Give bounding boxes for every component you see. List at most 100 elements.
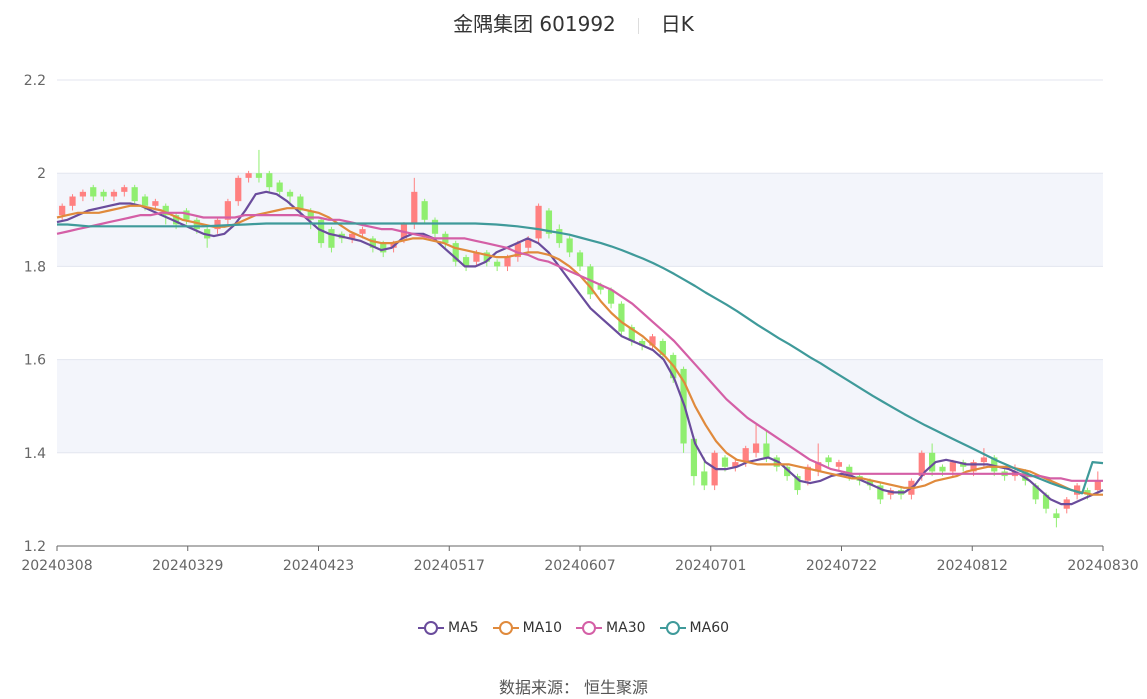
x-tick-label: 20240701 <box>675 558 746 574</box>
candle-body <box>110 191 118 197</box>
candle-body <box>494 261 501 267</box>
legend-item-ma30[interactable]: MA30 <box>576 620 646 636</box>
candle-body <box>545 210 553 234</box>
candle-body <box>411 191 418 225</box>
candle-body <box>732 462 739 467</box>
candle-body <box>566 238 573 253</box>
candle-body <box>918 452 925 477</box>
candle-body <box>504 257 511 267</box>
candle-body <box>380 243 387 253</box>
y-tick-label: 1.2 <box>24 539 46 555</box>
candle-body <box>514 243 521 258</box>
candle-body <box>535 205 542 239</box>
candle-body <box>846 466 853 477</box>
x-tick-label: 20240308 <box>21 558 92 574</box>
candle-body <box>473 252 480 262</box>
legend-item-ma10[interactable]: MA10 <box>492 620 563 636</box>
candle-body <box>431 219 439 234</box>
candle-body <box>763 443 770 458</box>
chart-legend: MA5 MA10 MA30 MA60 <box>0 620 1147 636</box>
legend-item-ma60[interactable]: MA60 <box>659 620 730 636</box>
candle-body <box>929 452 936 472</box>
grid-band <box>57 359 1103 453</box>
data-source: 数据来源： 恒生聚源 <box>498 678 649 697</box>
candle-body <box>297 196 304 211</box>
candle-body <box>90 187 97 197</box>
x-tick-label: 20240423 <box>283 558 354 574</box>
candle-body <box>121 187 128 192</box>
candle-body <box>721 457 729 467</box>
legend-label-ma60: MA60 <box>689 620 730 636</box>
candle-body <box>970 462 977 472</box>
candle-body <box>224 201 231 220</box>
candle-body <box>815 462 822 472</box>
ma-line-ma60 <box>57 222 1104 495</box>
y-tick-label: 1.6 <box>24 353 46 369</box>
candle-body <box>421 201 428 220</box>
candle-body <box>255 173 263 178</box>
candle-body <box>79 191 86 197</box>
candle-body <box>607 289 615 304</box>
candle-body <box>307 210 314 220</box>
legend-marker-ma30 <box>576 621 603 635</box>
candle-body <box>659 340 666 355</box>
x-tick-label: 20240329 <box>152 558 223 574</box>
candle-body <box>939 466 946 472</box>
candle-body <box>1042 494 1050 509</box>
candle-body <box>69 196 76 206</box>
legend-label-ma5: MA5 <box>447 620 479 636</box>
candle-body <box>1074 485 1081 495</box>
x-tick-label: 20240517 <box>414 558 485 574</box>
candle-body <box>183 210 190 220</box>
candle-body <box>214 219 221 230</box>
candle-body <box>328 229 335 248</box>
candle-body <box>1094 480 1101 491</box>
x-tick-label: 20240607 <box>544 558 615 574</box>
candle-body <box>1084 490 1091 495</box>
candle-body <box>784 466 791 477</box>
period-label: 日K <box>660 12 694 36</box>
legend-marker-ma60 <box>659 621 686 635</box>
candle-body <box>752 443 760 453</box>
legend-label-ma10: MA10 <box>522 620 563 636</box>
stock-name: 金隅集团 601992 <box>453 12 616 36</box>
candle-body <box>1032 485 1039 500</box>
candle-body <box>980 457 988 463</box>
legend-marker-ma5 <box>417 621 444 635</box>
candle-body <box>877 485 884 500</box>
candle-body <box>701 471 708 486</box>
candle-body <box>1053 513 1060 519</box>
legend-label-ma30: MA30 <box>606 620 646 636</box>
x-tick-label: 20240722 <box>806 558 877 574</box>
ma-line-ma5 <box>56 190 1104 506</box>
candle-body <box>949 462 956 472</box>
candle-body <box>193 219 200 230</box>
kline-chart: 2.2 2 1.8 1.6 1.4 1.2 20240308 20240329 20240423… <box>21 73 1138 574</box>
candle-body <box>59 205 66 216</box>
title-separator <box>637 17 639 34</box>
candle-body <box>100 191 107 197</box>
candle-body <box>141 196 149 206</box>
candle-body <box>162 205 169 216</box>
candle-body <box>556 229 563 244</box>
candle-body <box>690 438 698 477</box>
candle-body <box>286 191 294 197</box>
candle-body <box>152 201 159 206</box>
y-tick-label: 2 <box>37 166 46 182</box>
legend-marker-ma10 <box>492 621 519 635</box>
candle-body <box>597 285 604 290</box>
candle-body <box>359 229 366 234</box>
candle-body <box>835 462 843 467</box>
candle-body <box>172 215 180 225</box>
candle-body <box>483 252 490 262</box>
candle-body <box>991 457 998 472</box>
candle-body <box>266 173 273 188</box>
y-tick-label: 2.2 <box>24 73 46 89</box>
legend-item-ma5[interactable]: MA5 <box>417 620 479 636</box>
x-tick-label: 20240830 <box>1067 558 1138 574</box>
candle-body <box>525 238 532 248</box>
candle-body <box>349 233 356 239</box>
candle-body <box>804 466 811 481</box>
x-tick-label: 20240812 <box>937 558 1008 574</box>
candle-body <box>462 257 470 267</box>
